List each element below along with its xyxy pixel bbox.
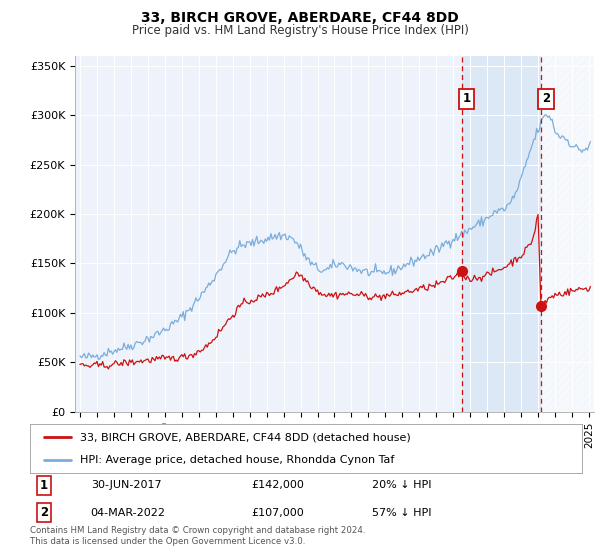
Text: 57% ↓ HPI: 57% ↓ HPI bbox=[372, 508, 432, 518]
Text: 2: 2 bbox=[40, 506, 48, 519]
Text: Contains HM Land Registry data © Crown copyright and database right 2024.
This d: Contains HM Land Registry data © Crown c… bbox=[30, 526, 365, 546]
Bar bbox=[541, 56, 594, 412]
Text: 20% ↓ HPI: 20% ↓ HPI bbox=[372, 480, 432, 490]
Text: HPI: Average price, detached house, Rhondda Cynon Taf: HPI: Average price, detached house, Rhon… bbox=[80, 455, 394, 465]
Bar bbox=[462, 56, 541, 412]
Text: £142,000: £142,000 bbox=[251, 480, 304, 490]
Text: 30-JUN-2017: 30-JUN-2017 bbox=[91, 480, 161, 490]
Text: 33, BIRCH GROVE, ABERDARE, CF44 8DD: 33, BIRCH GROVE, ABERDARE, CF44 8DD bbox=[141, 11, 459, 25]
Text: 04-MAR-2022: 04-MAR-2022 bbox=[91, 508, 166, 518]
Text: 33, BIRCH GROVE, ABERDARE, CF44 8DD (detached house): 33, BIRCH GROVE, ABERDARE, CF44 8DD (det… bbox=[80, 432, 410, 442]
Text: 1: 1 bbox=[40, 479, 48, 492]
Text: Price paid vs. HM Land Registry's House Price Index (HPI): Price paid vs. HM Land Registry's House … bbox=[131, 24, 469, 36]
Text: 1: 1 bbox=[463, 92, 471, 105]
Text: 2: 2 bbox=[542, 92, 550, 105]
Text: £107,000: £107,000 bbox=[251, 508, 304, 518]
